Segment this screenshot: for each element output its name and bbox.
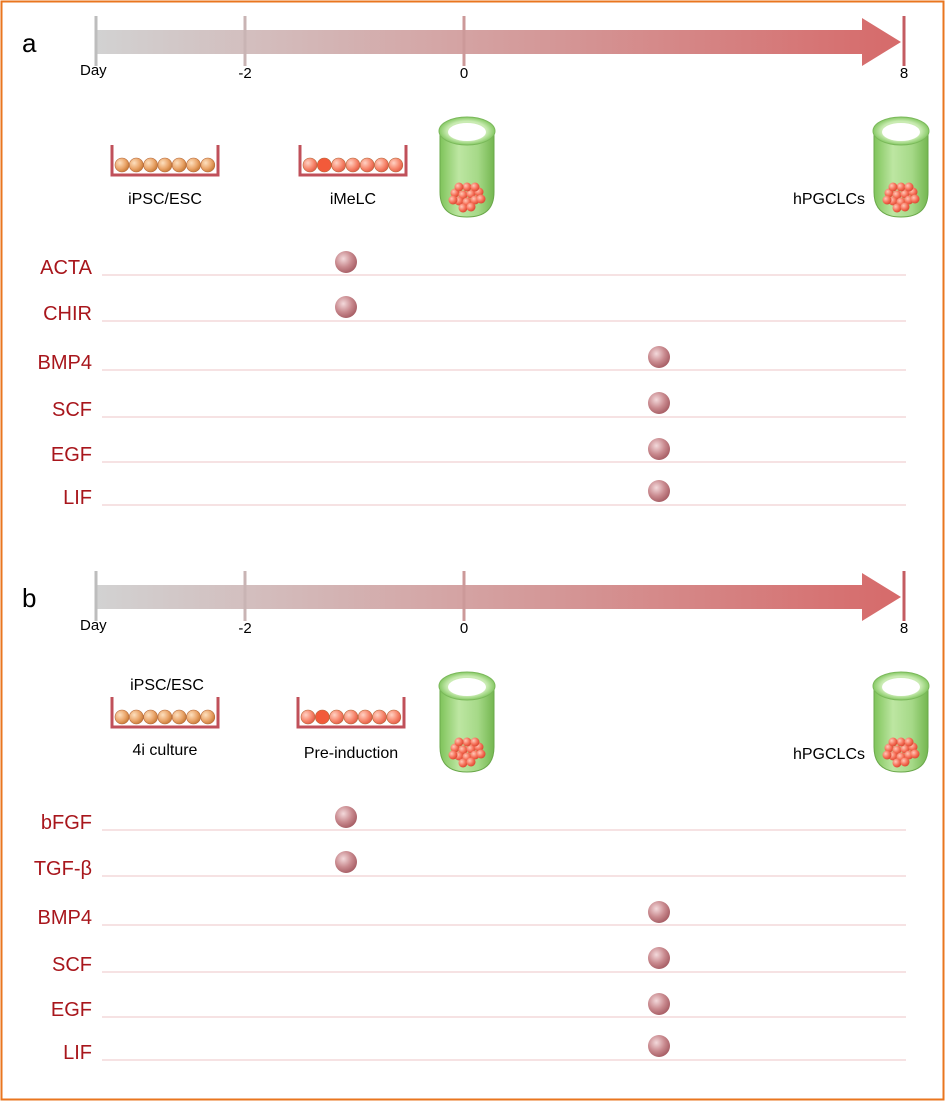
factor-timepoint-dot — [648, 993, 670, 1015]
factor-row: CHIR — [43, 296, 906, 325]
stage-label: hPGCLCs — [793, 191, 865, 208]
factor-label: SCF — [52, 399, 92, 421]
factor-row: ACTA — [40, 251, 906, 279]
cell-bead — [900, 757, 910, 767]
cell-bead — [476, 749, 486, 759]
cell-bead — [454, 737, 464, 747]
cell-bead — [896, 737, 906, 747]
factor-row: BMP4 — [38, 346, 906, 374]
factor-label: CHIR — [43, 303, 92, 325]
stage-label: iPSC/ESC — [130, 677, 204, 694]
stage-label: Pre-induction — [304, 745, 398, 762]
timeline-tick-label: -2 — [238, 620, 251, 637]
cell-bead — [910, 749, 920, 759]
factor-label: EGF — [51, 444, 92, 466]
cell-bead — [888, 737, 898, 747]
factor-timepoint-dot — [648, 1035, 670, 1057]
culture-tube-icon — [872, 116, 930, 218]
culture-dish-icon — [298, 145, 408, 177]
factor-label: EGF — [51, 999, 92, 1021]
cell-bead — [454, 182, 464, 192]
cell-bead — [896, 182, 906, 192]
culture-tube-icon — [438, 116, 496, 218]
culture-dish-icon — [296, 697, 406, 729]
panel-b: b Day -2 0 8 iPSC/ESC 4i culture Pre-induction h… — [22, 571, 930, 1064]
factor-row: LIF — [63, 1035, 906, 1064]
cell-bead — [888, 182, 898, 192]
timeline-tick-label: 8 — [900, 620, 908, 637]
cell-bead — [462, 737, 472, 747]
culture-tube-icon — [438, 671, 496, 773]
cell-bead — [900, 202, 910, 212]
stage-sublabel: 4i culture — [133, 742, 198, 759]
factor-timepoint-dot — [648, 392, 670, 414]
factor-label: bFGF — [41, 812, 92, 834]
cell-bead — [892, 758, 902, 768]
cell-bead — [882, 195, 892, 205]
timeline-tick-label: 0 — [460, 620, 468, 637]
cell-bead — [882, 750, 892, 760]
factor-row: TGF-β — [34, 851, 906, 880]
factor-row: LIF — [63, 480, 906, 509]
panel-letter: b — [22, 583, 36, 613]
cell-bead — [904, 737, 914, 747]
factor-timepoint-dot — [335, 806, 357, 828]
culture-tube-icon — [872, 671, 930, 773]
factor-timepoint-dot — [648, 480, 670, 502]
cell-bead — [910, 194, 920, 204]
cell-bead — [462, 182, 472, 192]
factor-row: EGF — [51, 993, 906, 1021]
factor-label: TGF-β — [34, 858, 92, 880]
factor-timepoint-dot — [648, 346, 670, 368]
timeline-tick-label: 8 — [900, 65, 908, 82]
factor-label: BMP4 — [38, 907, 92, 929]
cell-bead — [448, 750, 458, 760]
timeline-arrow — [94, 571, 906, 621]
panel-a: a Day -2 0 8 iPSC/ESC iMeLC hPGCLCs ACTA CHIR BMP4… — [22, 16, 930, 509]
cell-bead — [458, 758, 468, 768]
cell-bead — [476, 194, 486, 204]
timeline-tick-label: 0 — [460, 65, 468, 82]
factor-timepoint-dot — [648, 947, 670, 969]
factor-timepoint-dot — [335, 251, 357, 273]
stage-label: iMeLC — [330, 191, 376, 208]
culture-dish-icon — [110, 697, 220, 729]
factor-timepoint-dot — [648, 438, 670, 460]
factor-label: BMP4 — [38, 352, 92, 374]
stage-label: hPGCLCs — [793, 746, 865, 763]
timeline-tick-label: -2 — [238, 65, 251, 82]
factor-row: SCF — [52, 392, 906, 421]
factor-row: bFGF — [41, 806, 906, 834]
cell-bead — [470, 182, 480, 192]
cell-bead — [466, 757, 476, 767]
cell-bead — [466, 202, 476, 212]
cell-bead — [892, 203, 902, 213]
panel-letter: a — [22, 28, 37, 58]
factor-row: BMP4 — [38, 901, 906, 929]
timeline-arrow — [94, 16, 906, 66]
factor-timepoint-dot — [335, 296, 357, 318]
cell-bead — [448, 195, 458, 205]
factor-label: LIF — [63, 1042, 92, 1064]
timeline-day-label: Day — [80, 62, 107, 79]
timeline-day-label: Day — [80, 617, 107, 634]
cell-bead — [904, 182, 914, 192]
factor-row: EGF — [51, 438, 906, 466]
factor-label: SCF — [52, 954, 92, 976]
cell-bead — [458, 203, 468, 213]
factor-label: ACTA — [40, 257, 93, 279]
factor-row: SCF — [52, 947, 906, 976]
factor-timepoint-dot — [335, 851, 357, 873]
factor-timepoint-dot — [648, 901, 670, 923]
factor-label: LIF — [63, 487, 92, 509]
culture-dish-icon — [110, 145, 220, 177]
cell-bead — [470, 737, 480, 747]
stage-label: iPSC/ESC — [128, 191, 202, 208]
